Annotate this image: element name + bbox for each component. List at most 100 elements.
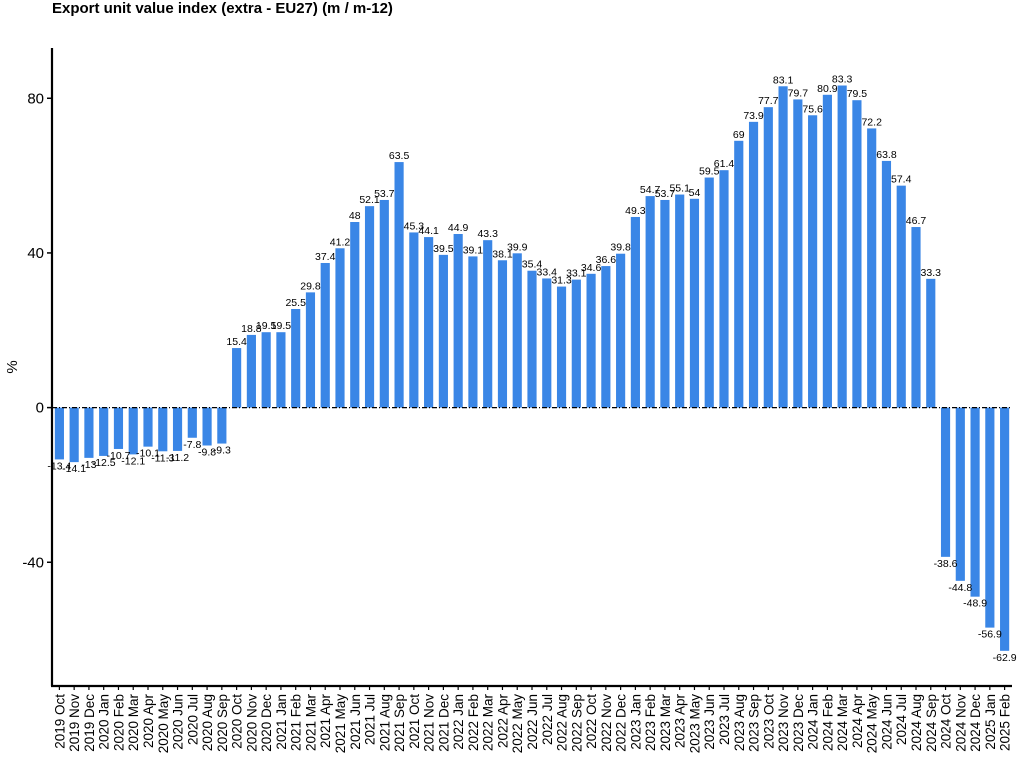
data-label: 63.5: [389, 150, 410, 162]
bar: [527, 270, 537, 408]
chart-title: Export unit value index (extra - EU27) (…: [52, 0, 393, 17]
x-tick-label: 2021 Nov: [422, 694, 437, 752]
bar: [54, 407, 64, 460]
x-tick-label: 2024 Nov: [953, 694, 968, 752]
data-label: 36.6: [596, 254, 617, 266]
bar: [896, 185, 906, 408]
data-label: -10.7: [106, 450, 130, 462]
bar: [483, 240, 493, 408]
x-tick-label: 2023 Jun: [702, 694, 717, 750]
data-label: -10.1: [136, 448, 160, 460]
data-label: 34.6: [581, 262, 602, 274]
y-tick-label: 80: [27, 90, 44, 107]
x-tick-label: 2022 Jun: [525, 694, 540, 750]
data-label: -9.3: [213, 445, 231, 457]
data-label: 37.4: [315, 251, 336, 263]
bar: [69, 407, 79, 463]
bar: [867, 128, 877, 408]
x-tick-label: 2021 Mar: [303, 694, 318, 752]
bar: [985, 407, 995, 628]
data-label: 55.1: [669, 183, 690, 195]
x-tick-label: 2024 Mar: [835, 694, 850, 752]
data-label: -13.4: [47, 460, 71, 472]
data-label: 46.7: [906, 215, 927, 227]
data-label: 79.7: [788, 87, 809, 99]
x-tick-label: 2024 Feb: [820, 694, 835, 751]
x-tick-label: 2020 Dec: [259, 694, 274, 752]
data-label: 43.3: [477, 228, 498, 240]
bar: [719, 170, 729, 408]
data-label: 45.3: [404, 220, 425, 232]
data-label: 53.7: [655, 188, 676, 200]
x-tick-label: 2024 Oct: [939, 694, 954, 749]
data-label: -44.8: [948, 582, 972, 594]
x-tick-label: 2022 Nov: [599, 694, 614, 752]
data-label: -14.1: [62, 463, 86, 475]
data-label: -38.6: [934, 558, 958, 570]
x-tick-label: 2021 Aug: [377, 694, 392, 751]
x-tick-label: 2023 Jan: [628, 694, 643, 750]
x-tick-label: 2023 Apr: [673, 693, 688, 748]
bar: [172, 407, 183, 451]
bar: [409, 232, 419, 408]
bar: [217, 407, 227, 444]
x-tick-label: 2020 Apr: [141, 693, 156, 748]
data-label: -48.9: [963, 598, 987, 610]
x-tick-label: 2019 Oct: [52, 694, 67, 749]
x-tick-label: 2024 Apr: [850, 693, 865, 748]
bar: [276, 332, 286, 408]
data-label: 33.4: [537, 266, 558, 278]
bar: [556, 286, 567, 408]
bar: [113, 407, 124, 449]
data-label: 33.1: [566, 268, 587, 280]
x-tick-label: 2020 Sep: [215, 694, 230, 752]
x-tick-label: 2022 Jan: [451, 694, 466, 750]
x-tick-label: 2022 May: [510, 694, 525, 754]
data-label: 19.5: [271, 320, 292, 332]
x-tick-label: 2021 May: [333, 694, 348, 754]
x-tick-label: 2024 Jun: [879, 694, 894, 750]
x-tick-label: 2023 Nov: [776, 694, 791, 752]
x-tick-label: 2019 Dec: [82, 694, 97, 752]
bar: [704, 177, 714, 408]
x-tick-label: 2024 Jan: [806, 694, 821, 750]
x-tick-label: 2022 Sep: [569, 694, 584, 752]
x-tick-label: 2022 Oct: [584, 694, 599, 749]
bar: [970, 407, 980, 597]
data-label: -56.9: [978, 629, 1002, 641]
x-tick-label: 2024 May: [865, 694, 880, 754]
bar: [364, 206, 375, 408]
bar: [232, 348, 242, 408]
x-tick-label: 2022 Mar: [481, 694, 496, 752]
bar: [926, 278, 936, 408]
data-label: 52.1: [359, 194, 380, 206]
data-label: -12.1: [121, 455, 145, 467]
data-label: 80.9: [817, 83, 838, 95]
data-label: 63.8: [876, 149, 897, 161]
bar: [143, 407, 153, 447]
x-tick-label: 2020 May: [156, 694, 171, 754]
bar: [468, 256, 478, 408]
bar: [571, 279, 581, 408]
data-label: 39.5: [433, 243, 454, 255]
x-tick-label: 2021 Apr: [318, 693, 333, 748]
bar: [837, 85, 847, 408]
x-tick-label: 2023 Mar: [658, 694, 673, 752]
data-label: 72.2: [861, 116, 882, 128]
data-label: 29.8: [300, 280, 321, 292]
bar: [660, 199, 670, 408]
data-label: 39.1: [463, 244, 484, 256]
data-label: 39.8: [610, 242, 631, 254]
bar: [881, 160, 892, 408]
x-tick-label: 2021 Jun: [348, 694, 363, 750]
x-tick-label: 2022 Feb: [466, 694, 481, 751]
bar: [955, 407, 965, 581]
data-label: 79.5: [847, 88, 868, 100]
data-label: 39.9: [507, 241, 528, 253]
x-tick-label: 2022 Apr: [495, 693, 510, 748]
data-label: 54: [689, 187, 701, 199]
data-label: 18.8: [241, 323, 262, 335]
data-label: 57.4: [891, 174, 912, 186]
x-tick-label: 2024 Aug: [909, 694, 924, 751]
